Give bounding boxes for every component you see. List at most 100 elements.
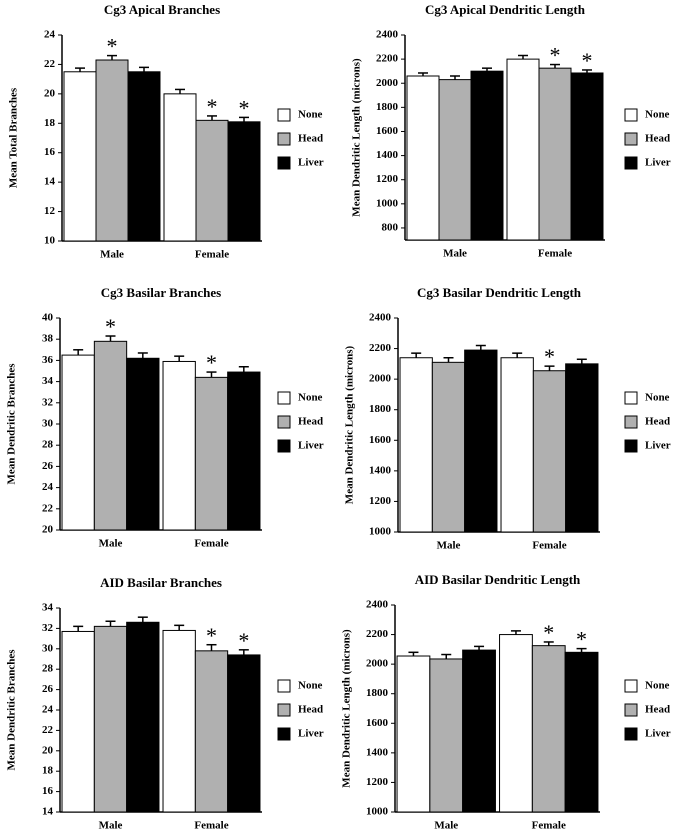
- legend-label: Liver: [645, 728, 671, 740]
- x-tick-label: Male: [100, 249, 124, 261]
- y-tick-label: 1600: [369, 434, 392, 446]
- y-tick-label: 16: [44, 146, 56, 158]
- bar: [95, 59, 129, 242]
- y-tick-label: 16: [42, 785, 54, 797]
- bar: [126, 357, 160, 531]
- chart-title: Cg3 Apical Dendritic Length: [425, 2, 586, 17]
- y-tick-label: 1000: [376, 197, 399, 209]
- bar: [532, 370, 567, 533]
- x-tick-label: Female: [194, 820, 228, 832]
- significance-marker: *: [107, 34, 118, 59]
- y-tick-label: 34: [42, 602, 54, 614]
- legend-swatch: [624, 439, 638, 453]
- significance-marker: *: [543, 620, 554, 645]
- y-tick-label: 28: [42, 439, 54, 451]
- y-tick-label: 1000: [366, 806, 389, 818]
- bar: [227, 121, 261, 242]
- significance-marker: *: [207, 94, 218, 119]
- chart-title: AID Basilar Branches: [100, 575, 222, 590]
- y-tick-label: 22: [42, 502, 54, 514]
- y-tick-label: 22: [42, 724, 54, 736]
- y-tick-label: 32: [42, 396, 54, 408]
- y-tick-label: 36: [42, 354, 54, 366]
- y-axis-label: Mean Dendritic Branches: [6, 363, 18, 485]
- x-tick-label: Female: [532, 820, 566, 832]
- bar: [565, 363, 599, 533]
- y-tick-label: 1000: [369, 526, 392, 538]
- y-tick-label: 2000: [369, 373, 392, 385]
- x-tick-label: Male: [99, 538, 123, 550]
- y-tick-label: 32: [42, 622, 54, 634]
- legend-label: Head: [645, 704, 670, 716]
- bar: [538, 67, 572, 241]
- legend-swatch: [624, 391, 638, 405]
- y-tick-label: 20: [42, 524, 54, 536]
- bar: [61, 354, 95, 531]
- y-tick-label: 20: [42, 744, 54, 756]
- y-tick-label: 26: [42, 683, 54, 695]
- bar: [162, 629, 196, 813]
- bar: [438, 79, 472, 241]
- significance-marker: *: [550, 43, 561, 68]
- bar: [162, 360, 196, 531]
- bar: [93, 340, 128, 531]
- bar: [61, 630, 95, 813]
- legend-label: Head: [298, 416, 323, 428]
- legend-label: None: [298, 680, 323, 692]
- legend-swatch: [277, 108, 291, 122]
- y-tick-label: 28: [42, 663, 54, 675]
- legend-label: Head: [298, 704, 323, 716]
- x-tick-label: Male: [99, 820, 123, 832]
- y-tick-label: 10: [44, 235, 56, 247]
- legend-label: None: [298, 109, 323, 121]
- bar: [127, 71, 161, 242]
- legend-swatch: [624, 156, 638, 170]
- legend-swatch: [624, 679, 638, 693]
- y-tick-label: 2200: [376, 53, 399, 65]
- legend-label: Liver: [298, 440, 324, 452]
- y-tick-label: 30: [42, 642, 54, 654]
- y-tick-label: 12: [44, 205, 56, 217]
- y-tick-label: 2200: [369, 342, 392, 354]
- bar: [406, 75, 440, 241]
- y-axis-label: Mean Dendritic Length (microns): [341, 629, 353, 788]
- legend-swatch: [624, 727, 638, 741]
- x-tick-label: Male: [434, 820, 458, 832]
- significance-marker: *: [206, 350, 217, 375]
- legend-swatch: [277, 679, 291, 693]
- bar: [531, 645, 566, 813]
- y-tick-label: 26: [42, 460, 54, 472]
- y-tick-label: 2000: [366, 658, 389, 670]
- significance-marker: *: [238, 628, 249, 653]
- legend-label: None: [645, 109, 670, 121]
- y-tick-label: 1400: [376, 149, 399, 161]
- bar: [227, 654, 261, 813]
- legend-label: Liver: [298, 157, 324, 169]
- bar: [429, 658, 464, 813]
- significance-marker: *: [544, 344, 555, 369]
- significance-marker: *: [206, 623, 217, 648]
- y-tick-label: 18: [42, 765, 54, 777]
- y-tick-label: 30: [42, 418, 54, 430]
- y-axis-label: Mean Dendritic Length (microns): [351, 58, 363, 217]
- y-tick-label: 40: [42, 312, 54, 324]
- legend-swatch: [277, 415, 291, 429]
- y-tick-label: 1800: [366, 687, 389, 699]
- y-axis-label: Mean Dendritic Length (microns): [344, 345, 356, 504]
- y-tick-label: 20: [44, 87, 56, 99]
- x-tick-label: Male: [437, 540, 461, 552]
- bar: [63, 71, 97, 242]
- y-tick-label: 1800: [376, 101, 399, 113]
- legend-swatch: [624, 415, 638, 429]
- legend-swatch: [277, 391, 291, 405]
- y-tick-label: 2400: [369, 312, 392, 324]
- legend-swatch: [624, 703, 638, 717]
- significance-marker: *: [576, 627, 587, 652]
- x-tick-label: Female: [532, 540, 566, 552]
- legend-swatch: [277, 727, 291, 741]
- y-tick-label: 38: [42, 333, 54, 345]
- bar: [500, 357, 534, 533]
- legend-swatch: [624, 108, 638, 122]
- y-tick-label: 2400: [366, 599, 389, 611]
- bar: [227, 371, 261, 531]
